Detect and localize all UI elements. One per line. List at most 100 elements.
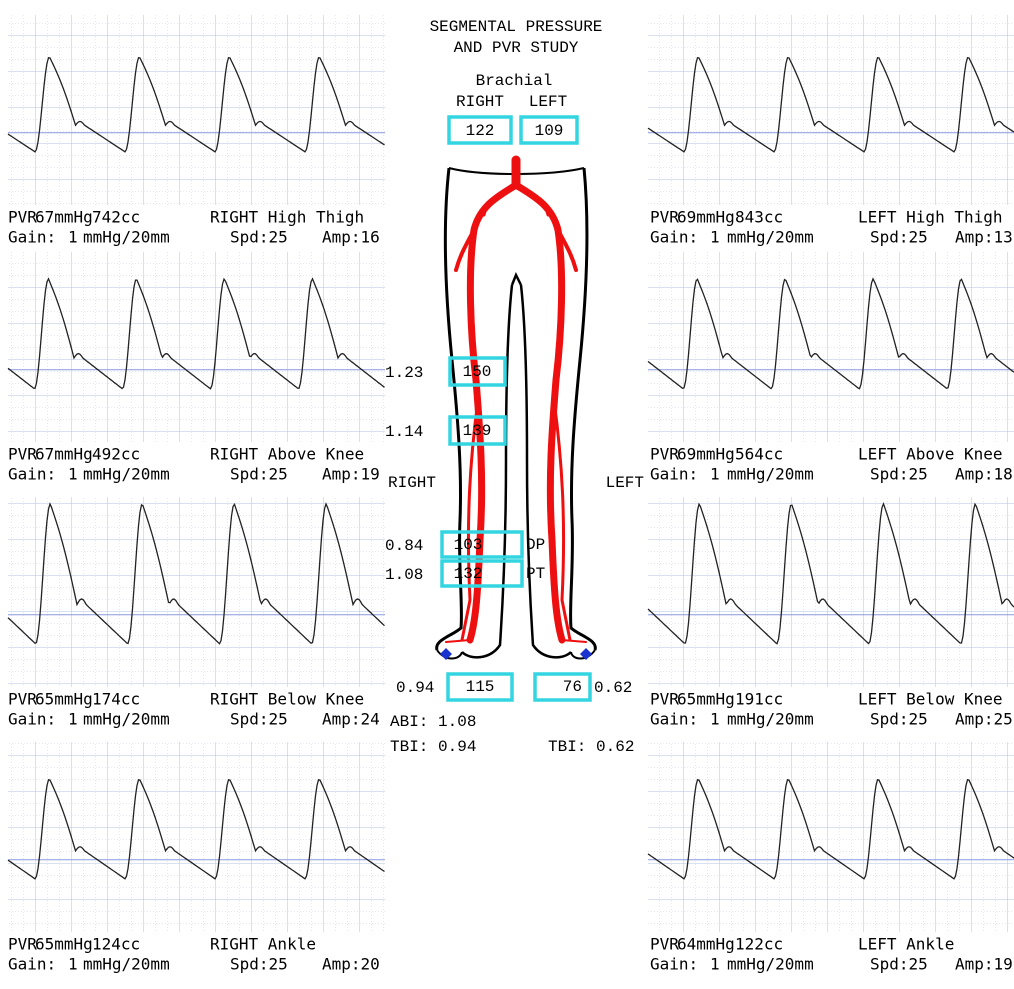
pvr-pressure: 65mmHg xyxy=(35,690,93,709)
pvr-volume: 174cc xyxy=(92,690,140,709)
speed: Spd:25 xyxy=(230,228,288,247)
pvr-label: PVR xyxy=(8,690,37,709)
pressure: 150 xyxy=(463,363,492,381)
pressure: 115 xyxy=(466,678,495,696)
gain: 1 xyxy=(68,710,78,729)
brachial-right-label: RIGHT xyxy=(456,93,504,111)
box xyxy=(446,672,514,702)
grid xyxy=(648,497,1014,687)
box xyxy=(533,672,592,702)
amp: Amp:24 xyxy=(322,710,380,729)
site: LEFT Above Knee xyxy=(858,445,1003,464)
arteries xyxy=(445,155,587,644)
pvr-volume: 564cc xyxy=(735,445,783,464)
box xyxy=(440,559,524,588)
gain-unit: mmHg/20mm xyxy=(83,465,170,484)
gain-label: Gain: xyxy=(650,228,698,247)
gain-unit: mmHg/20mm xyxy=(727,465,814,484)
brachial-label: Brachial xyxy=(476,72,553,90)
speed: Spd:25 xyxy=(870,710,928,729)
waveform xyxy=(7,502,385,645)
gain-label: Gain: xyxy=(8,710,56,729)
pvr-volume: 124cc xyxy=(92,935,140,954)
grid xyxy=(8,15,385,205)
brachial-left-label: LEFT xyxy=(529,93,567,111)
gain-label: Gain: xyxy=(650,465,698,484)
title: SEGMENTAL PRESSURE xyxy=(430,18,603,36)
pressure: 132 xyxy=(454,565,483,583)
gain-unit: mmHg/20mm xyxy=(83,228,170,247)
pvr-volume: 122cc xyxy=(735,935,783,954)
gain-label: Gain: xyxy=(8,228,56,247)
gain-label: Gain: xyxy=(8,465,56,484)
brachial-right: 122 xyxy=(466,122,495,140)
gain-label: Gain: xyxy=(650,710,698,729)
pvr-pressure: 64mmHg xyxy=(677,935,735,954)
box xyxy=(448,415,507,446)
box xyxy=(519,115,579,145)
grid xyxy=(648,742,1014,932)
grid xyxy=(8,742,385,932)
site: LEFT Ankle xyxy=(858,935,954,954)
pvr-label: PVR xyxy=(8,208,37,227)
site: LEFT Below Knee xyxy=(858,690,1003,709)
waveform xyxy=(647,56,1014,153)
index: 1.08 xyxy=(385,566,423,584)
pvr-pressure: 65mmHg xyxy=(35,935,93,954)
waveform xyxy=(647,277,1014,390)
index: 0.62 xyxy=(594,679,632,697)
site: RIGHT Below Knee xyxy=(210,690,364,709)
gain-unit: mmHg/20mm xyxy=(727,228,814,247)
gain-unit: mmHg/20mm xyxy=(727,710,814,729)
pressure: 103 xyxy=(454,536,483,554)
grid xyxy=(8,252,385,442)
pvr-pressure: 67mmHg xyxy=(35,445,93,464)
gain-label: Gain: xyxy=(650,955,698,974)
grid xyxy=(648,252,1014,442)
pvr-volume: 843cc xyxy=(735,208,783,227)
speed: Spd:25 xyxy=(230,710,288,729)
site: RIGHT High Thigh xyxy=(210,208,364,227)
pvr-pressure: 67mmHg xyxy=(35,208,93,227)
pvr-label: PVR xyxy=(650,445,679,464)
waveform xyxy=(7,277,385,390)
gain-unit: mmHg/20mm xyxy=(83,955,170,974)
tbi: TBI: 0.62 xyxy=(548,738,634,756)
gain: 1 xyxy=(710,465,720,484)
index: 1.14 xyxy=(385,423,423,441)
index: 1.23 xyxy=(385,364,423,382)
amp: Amp:19 xyxy=(322,465,380,484)
waveform xyxy=(647,779,1014,880)
gain: 1 xyxy=(710,710,720,729)
gain: 1 xyxy=(68,228,78,247)
amp: Amp:16 xyxy=(322,228,380,247)
pressure: 76 xyxy=(563,678,582,696)
waveform xyxy=(647,501,1014,645)
abi: ABI: 1.08 xyxy=(390,713,476,731)
pressure: 139 xyxy=(463,422,492,440)
pvr-volume: 742cc xyxy=(92,208,140,227)
waveform xyxy=(7,779,385,880)
speed: Spd:25 xyxy=(230,955,288,974)
pvr-label: PVR xyxy=(650,208,679,227)
gain: 1 xyxy=(68,465,78,484)
amp: Amp:19 xyxy=(955,955,1013,974)
segment-label: PT xyxy=(526,565,545,583)
pvr-label: PVR xyxy=(650,935,679,954)
amp: Amp:13 xyxy=(955,228,1013,247)
title: AND PVR STUDY xyxy=(454,39,579,57)
pvr-pressure: 69mmHg xyxy=(677,445,735,464)
pvr-pressure: 65mmHg xyxy=(677,690,735,709)
speed: Spd:25 xyxy=(870,955,928,974)
waveform xyxy=(7,56,385,153)
grid xyxy=(8,497,385,687)
brachial-left: 109 xyxy=(535,122,564,140)
index: 0.84 xyxy=(385,537,423,555)
gain-label: Gain: xyxy=(8,955,56,974)
box xyxy=(447,115,513,145)
speed: Spd:25 xyxy=(870,228,928,247)
pvr-volume: 191cc xyxy=(735,690,783,709)
index: 0.94 xyxy=(396,679,434,697)
